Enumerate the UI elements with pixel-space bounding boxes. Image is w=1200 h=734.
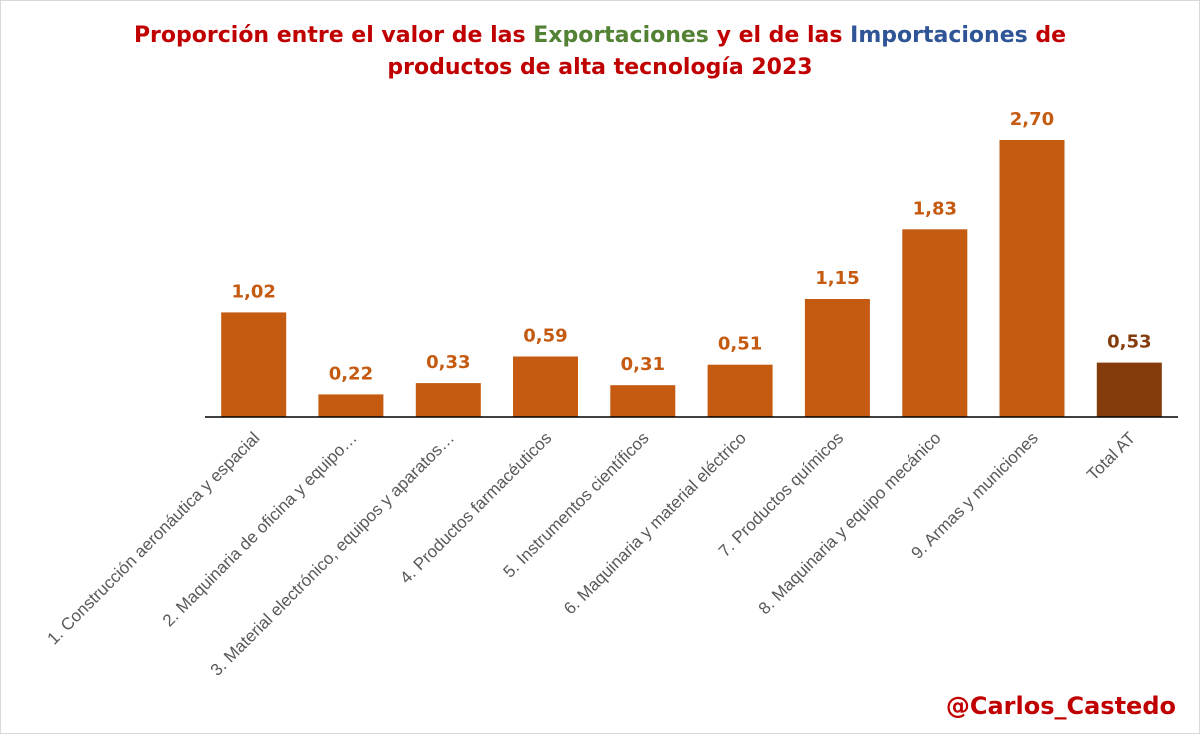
data-label-9: 2,70 <box>1010 109 1054 130</box>
data-label-4: 0,59 <box>523 326 567 347</box>
title-text-mid: y el de las <box>708 23 851 48</box>
title-text-post: de <box>1027 23 1067 48</box>
bar-1 <box>221 312 287 417</box>
bar-10 <box>1096 362 1162 417</box>
chart-title: Proporción entre el valor de las Exporta… <box>0 20 1200 84</box>
title-text-pre: Proporción entre el valor de las <box>133 23 534 48</box>
title-word-exportaciones: Exportaciones <box>533 23 709 48</box>
category-label-10: Total AT <box>1083 428 1139 484</box>
data-label-10: 0,53 <box>1107 332 1151 353</box>
bar-9 <box>999 140 1065 417</box>
bar-3 <box>415 383 481 417</box>
category-label-1: 1. Construcción aeronáutica y espacial <box>44 428 264 648</box>
chart-title-line-1: Proporción entre el valor de las Exporta… <box>0 20 1200 52</box>
data-label-7: 1,15 <box>815 268 859 289</box>
data-label-6: 0,51 <box>718 334 762 355</box>
title-word-importaciones: Importaciones <box>850 23 1028 48</box>
category-label-2: 2. Maquinaria de oficina y equipo… <box>159 428 361 630</box>
data-label-2: 0,22 <box>329 363 373 384</box>
bar-7 <box>804 299 870 417</box>
data-label-5: 0,31 <box>621 354 665 375</box>
data-label-3: 0,33 <box>426 352 470 373</box>
bar-4 <box>513 356 578 417</box>
bar-6 <box>707 364 773 417</box>
bar-2 <box>318 394 384 417</box>
bar-5 <box>610 385 676 417</box>
category-label-6: 6. Maquinaria y material eléctrico <box>560 428 750 618</box>
data-label-1: 1,02 <box>231 281 275 302</box>
chart-title-line-2: productos de alta tecnología 2023 <box>387 55 813 80</box>
author-watermark: @Carlos_Castedo <box>945 692 1176 720</box>
data-label-8: 1,83 <box>913 198 957 219</box>
category-label-8: 8. Maquinaria y equipo mecánico <box>755 428 945 618</box>
bar-8 <box>902 229 968 417</box>
